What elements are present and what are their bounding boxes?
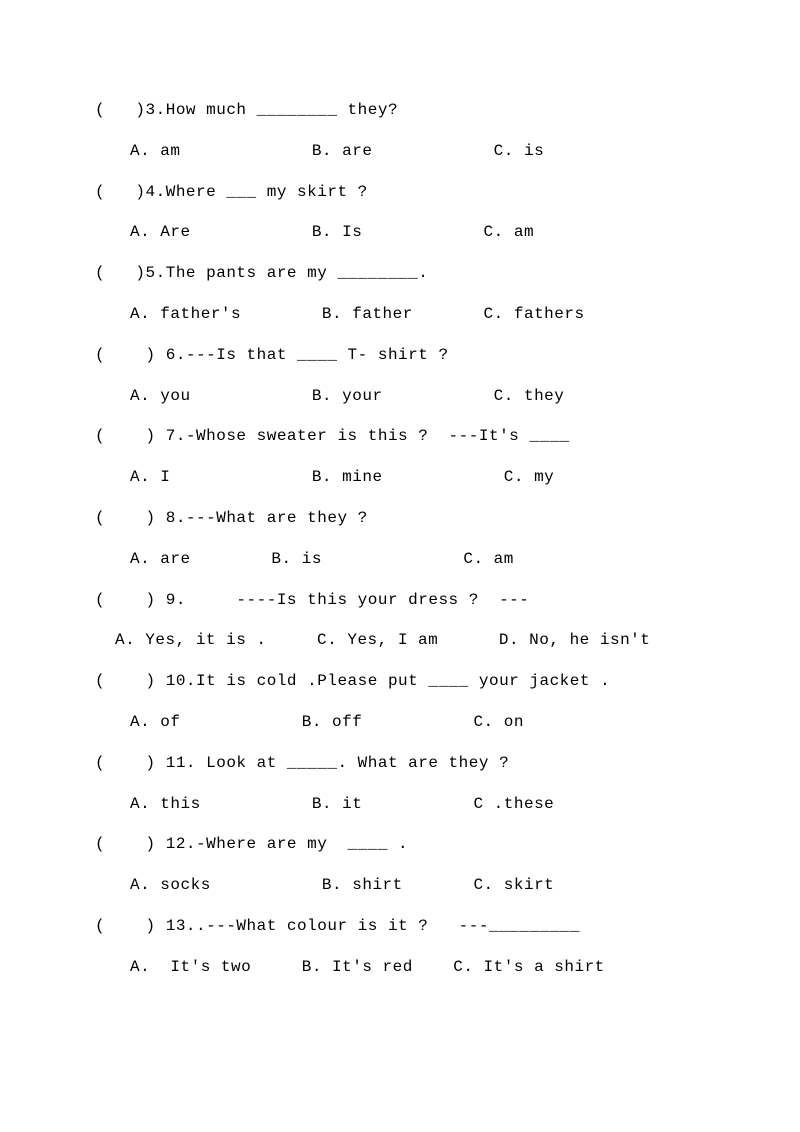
- question-block: ( ) 13..---What colour is it ? ---______…: [95, 916, 705, 978]
- answer-options: A. are B. is C. am: [95, 549, 705, 570]
- question-prompt: ( ) 7.-Whose sweater is this ? ---It's _…: [95, 426, 705, 447]
- answer-options: A. am B. are C. is: [95, 141, 705, 162]
- question-prompt: ( ) 6.---Is that ____ T- shirt ?: [95, 345, 705, 366]
- question-block: ( )4.Where ___ my skirt ? A. Are B. Is C.…: [95, 182, 705, 244]
- question-block: ( ) 6.---Is that ____ T- shirt ? A. you B…: [95, 345, 705, 407]
- answer-options: A. you B. your C. they: [95, 386, 705, 407]
- question-block: ( ) 7.-Whose sweater is this ? ---It's _…: [95, 426, 705, 488]
- answer-options: A. It's two B. It's red C. It's a shirt: [95, 957, 705, 978]
- question-block: ( ) 9. ----Is this your dress ? --- A. Ye…: [95, 590, 705, 652]
- question-prompt: ( )3.How much ________ they?: [95, 100, 705, 121]
- question-prompt: ( ) 8.---What are they ?: [95, 508, 705, 529]
- question-block: ( ) 12.-Where are my ____ . A. socks B. s…: [95, 834, 705, 896]
- answer-options: A. Are B. Is C. am: [95, 222, 705, 243]
- question-prompt: ( )5.The pants are my ________.: [95, 263, 705, 284]
- answer-options: A. I B. mine C. my: [95, 467, 705, 488]
- question-block: ( )3.How much ________ they? A. am B. are…: [95, 100, 705, 162]
- question-prompt: ( ) 10.It is cold .Please put ____ your …: [95, 671, 705, 692]
- question-block: ( )5.The pants are my ________. A. father…: [95, 263, 705, 325]
- question-prompt: ( ) 11. Look at _____. What are they ?: [95, 753, 705, 774]
- question-prompt: ( )4.Where ___ my skirt ?: [95, 182, 705, 203]
- question-block: ( ) 11. Look at _____. What are they ? A.…: [95, 753, 705, 815]
- answer-options: A. Yes, it is . C. Yes, I am D. No, he i…: [95, 630, 705, 651]
- question-block: ( ) 8.---What are they ? A. are B. is C. …: [95, 508, 705, 570]
- answer-options: A. father's B. father C. fathers: [95, 304, 705, 325]
- answer-options: A. socks B. shirt C. skirt: [95, 875, 705, 896]
- question-block: ( ) 10.It is cold .Please put ____ your …: [95, 671, 705, 733]
- question-prompt: ( ) 9. ----Is this your dress ? ---: [95, 590, 705, 611]
- answer-options: A. of B. off C. on: [95, 712, 705, 733]
- question-prompt: ( ) 12.-Where are my ____ .: [95, 834, 705, 855]
- question-prompt: ( ) 13..---What colour is it ? ---______…: [95, 916, 705, 937]
- answer-options: A. this B. it C .these: [95, 794, 705, 815]
